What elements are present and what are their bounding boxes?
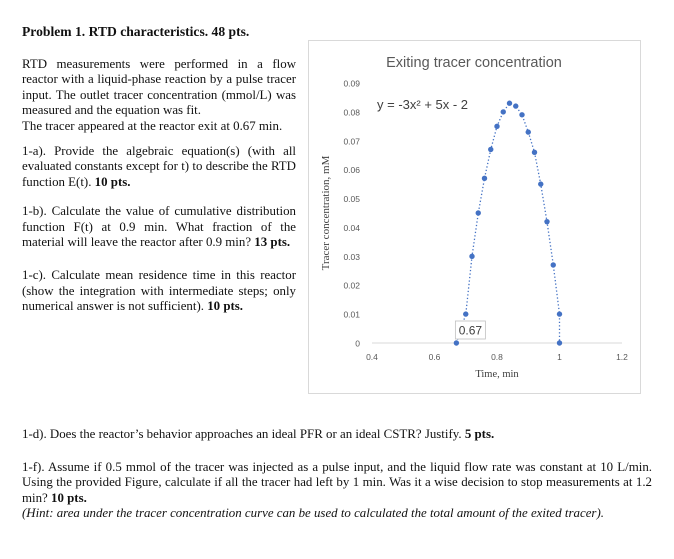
problem-title: Problem 1. RTD characteristics. 48 pts. [22,24,250,39]
x-tick-label: 1.2 [616,352,628,362]
tracer-chart: Exiting tracer concentration Tracer conc… [308,40,641,394]
chart-title: Exiting tracer concentration [386,55,562,71]
data-point [513,103,519,109]
question-1b-text: 1-b). Calculate the value of cumulative … [22,204,296,250]
chart-points [453,100,563,346]
y-tick-label: 0.03 [343,252,360,262]
y-tick-label: 0.04 [343,223,360,233]
chart-tick-labels: 0 0.01 0.02 0.03 0.04 0.05 0.06 0.07 0.08 0.09 0.4… [343,79,628,363]
data-point [494,123,500,130]
question-1b: 1-b). Calculate the value of cumulative … [22,204,296,250]
question-1c-text: 1-c). Calculate mean residence time in t… [22,268,296,314]
question-1a-points: 10 pts. [94,174,131,189]
y-tick-label: 0.01 [343,310,360,320]
question-1b-points: 13 pts. [254,235,291,250]
data-point [531,149,538,156]
y-tick-label: 0.02 [343,281,360,291]
question-1c: 1-c). Calculate mean residence time in t… [22,268,296,314]
data-point [506,100,513,106]
y-tick-label: 0.07 [343,136,360,146]
x-tick-label: 1 [557,352,562,362]
chart-x-axis-label: Time, min [475,369,519,380]
data-point [544,218,550,225]
problem-left-column: RTD measurements were performed in a flo… [22,57,296,315]
y-tick-label: 0.05 [343,194,360,204]
question-1f-text: 1-f). Assume if 0.5 mmol of the tracer w… [22,460,652,505]
question-1f-points: 10 pts. [51,490,87,505]
annotation-box [454,320,486,340]
chart-annotation-group: 0.67 [454,320,486,340]
x-tick-label: 0.8 [491,352,503,362]
data-point [475,210,481,216]
y-tick-label: 0.06 [343,165,360,175]
chart-trendline [455,102,561,344]
annotation-label: 0.67 [459,324,483,338]
question-1a-text: 1-a). Provide the algebraic equation(s) … [22,144,296,189]
y-tick-label: 0.09 [343,79,360,89]
trendline-path [455,102,561,344]
trendline-equation: y = -3x² + 5x - 2 [377,97,468,112]
data-point [519,112,525,118]
data-point [488,146,494,153]
y-tick-label: 0.08 [343,107,360,117]
data-point [463,311,469,317]
question-1d-points: 5 pts. [464,427,495,441]
question-1c-points: 10 pts. [207,299,244,314]
data-point [469,253,475,260]
data-point [556,340,563,346]
data-point [453,340,460,346]
question-1a: 1-a). Provide the algebraic equation(s) … [22,144,296,190]
data-point [481,175,488,182]
intro-paragraph: RTD measurements were performed in a flo… [22,57,296,118]
question-1d: 1-d). Does the reactor’s behavior approa… [22,427,652,442]
intro-appearance-line: The tracer appeared at the reactor exit … [22,118,283,133]
question-1f: 1-f). Assume if 0.5 mmol of the tracer w… [22,460,652,522]
question-1d-text: 1-d). Does the reactor’s behavior approa… [22,427,465,441]
hint-text: (Hint: area under the tracer concentrati… [22,506,604,521]
tracer-chart-svg: Exiting tracer concentration Tracer conc… [320,55,628,380]
data-point [550,262,556,268]
y-tick-label: 0 [355,339,360,349]
x-tick-label: 0.6 [429,352,441,362]
data-point [525,129,531,135]
data-point [500,109,506,115]
chart-y-axis-label: Tracer concentration, mM [320,155,332,270]
x-tick-label: 0.4 [366,352,378,362]
data-point [556,311,563,317]
data-point [538,181,544,187]
